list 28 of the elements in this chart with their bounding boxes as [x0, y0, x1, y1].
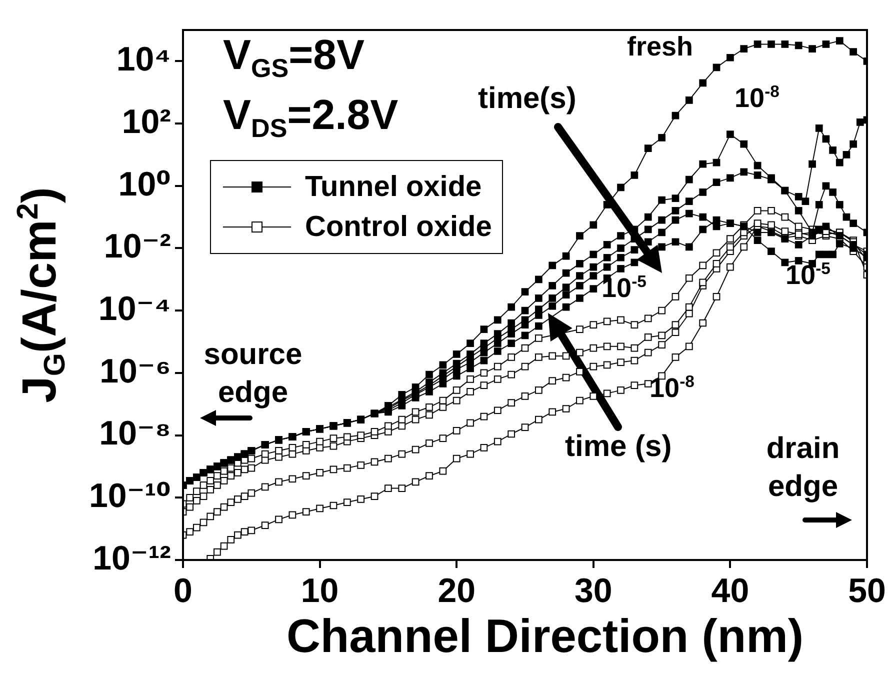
y-tick-label: 10²	[122, 102, 171, 141]
annotation: 10$^{-5}$	[786, 258, 830, 290]
y-tick-label: 10⁻⁸	[99, 414, 171, 453]
y-tick-label: 10⁻¹⁰	[89, 477, 171, 516]
y-tick-label: 10⁻⁴	[98, 290, 171, 328]
x-tick-label: 20	[438, 572, 476, 610]
x-tick-label: 0	[174, 572, 192, 610]
y-tick-label: 10⁴	[116, 40, 171, 79]
annotation: time (s)	[565, 430, 672, 463]
x-tick-label: 30	[574, 572, 612, 610]
annotation: source edge	[202, 337, 304, 410]
annotation: time(s)	[478, 82, 576, 115]
y-tick-label: 10⁻¹²	[92, 539, 171, 578]
legend-label: Tunnel oxide	[305, 170, 482, 205]
annotation: V$_{GS}$=8V	[223, 31, 365, 83]
x-tick-label: 40	[711, 572, 750, 610]
annotation: 10$^{-8}$	[650, 372, 694, 404]
y-tick-label: 10⁰	[118, 165, 171, 204]
x-tick-label: 10	[300, 572, 339, 610]
annotation: 10$^{-8}$	[734, 82, 780, 114]
annotation: V$_{DS}$=2.8V	[223, 91, 398, 143]
x-axis-title: Channel Direction (nm)	[286, 609, 804, 662]
y-tick-label: 10⁻²	[104, 228, 171, 266]
legend-label: Control oxide	[305, 210, 492, 245]
y-tick-label: 10⁻⁶	[100, 352, 171, 390]
x-tick-label: 50	[848, 572, 886, 610]
annotation: fresh	[626, 32, 694, 62]
annotation: drain edge	[765, 431, 841, 504]
